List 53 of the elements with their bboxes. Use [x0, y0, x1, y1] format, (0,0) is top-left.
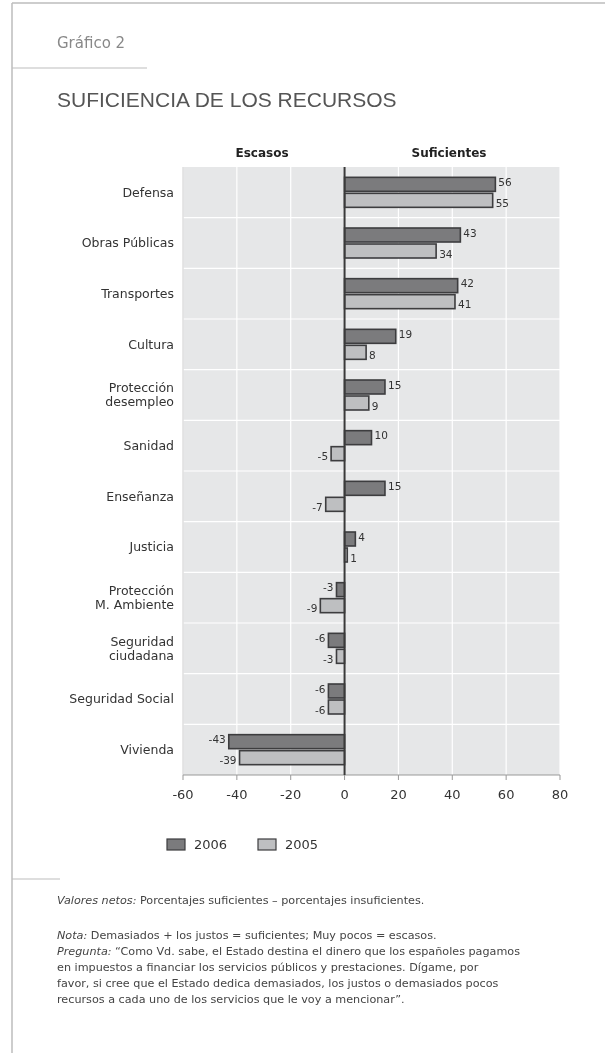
data-label: -6 — [314, 703, 326, 716]
legend-label: 2005 — [285, 836, 319, 852]
data-label: -43 — [208, 733, 226, 746]
y-tick-label: Protección M. Ambiente — [94, 583, 175, 613]
y-tick-label: Defensa — [122, 184, 174, 200]
data-label: 55 — [495, 197, 510, 210]
data-label: 34 — [439, 247, 453, 260]
data-label: 8 — [369, 349, 376, 362]
data-label: 15 — [387, 480, 402, 493]
data-label: -3 — [323, 581, 334, 594]
text: Gráfico 2 — [57, 34, 126, 52]
data-label: 9 — [371, 399, 379, 412]
data-label: 56 — [498, 176, 513, 189]
text: Escasos — [235, 146, 289, 160]
y-tick-label: Sanidad — [123, 438, 174, 454]
y-tick-label: Protección desempleo — [105, 380, 174, 410]
y-tick-label: Transportes — [100, 286, 174, 302]
text: Nota: Demasiados + los justos = suficientes; Muy pocos = escasos. — [57, 929, 437, 942]
data-label: 42 — [460, 277, 475, 290]
data-label: -7 — [312, 501, 323, 514]
text: Pregunta: “Como Vd. sabe, el Estado destina el dinero que los españoles pagamos en impuestos a financiar los servicios públicos y prestaciones. Dígame, por favor, si cree que el Estado dedica demasiados, los justos o demasiados pocos recursos a cada uno de los servicios que le voy a mencionar”. — [57, 945, 521, 1006]
data-label: 43 — [463, 226, 477, 239]
data-label: -5 — [317, 450, 329, 463]
text: Valores netos: Porcentajes suficientes – porcentajes insuficientes. — [57, 894, 425, 907]
text: Suficientes — [411, 146, 487, 160]
data-label: -9 — [306, 602, 318, 615]
x-tick-label: 80 — [551, 787, 569, 802]
data-label: 15 — [387, 378, 402, 391]
chart-title: SUFICIENCIA DE LOS RECURSOS — [57, 88, 397, 111]
x-tick-label: -60 — [172, 787, 194, 802]
legend-label: 2006 — [194, 836, 228, 852]
data-label: 4 — [358, 530, 366, 543]
y-tick-label: Enseñanza — [106, 488, 174, 504]
x-tick-label: -40 — [226, 787, 248, 802]
x-tick-label: -20 — [280, 787, 302, 802]
y-tick-label: Vivienda — [120, 742, 174, 758]
data-label: -3 — [323, 653, 334, 666]
data-label: -6 — [314, 632, 326, 645]
x-tick-label: 20 — [390, 787, 407, 802]
y-tick-label: Seguridad ciudadana — [108, 633, 174, 663]
y-tick-label: Seguridad Social — [69, 691, 174, 707]
x-tick-label: 60 — [497, 787, 515, 802]
data-label: 10 — [374, 429, 388, 442]
y-tick-label: Cultura — [128, 336, 174, 352]
y-tick-label: Obras Públicas — [81, 235, 174, 251]
data-label: -6 — [314, 682, 326, 695]
data-label: 41 — [457, 298, 472, 311]
data-label: 19 — [398, 328, 413, 341]
x-tick-label: 40 — [444, 787, 461, 802]
y-tick-label: Justicia — [128, 539, 174, 555]
x-tick-label: 0 — [340, 787, 349, 802]
data-label: 1 — [350, 551, 357, 564]
data-label: -39 — [219, 754, 237, 767]
